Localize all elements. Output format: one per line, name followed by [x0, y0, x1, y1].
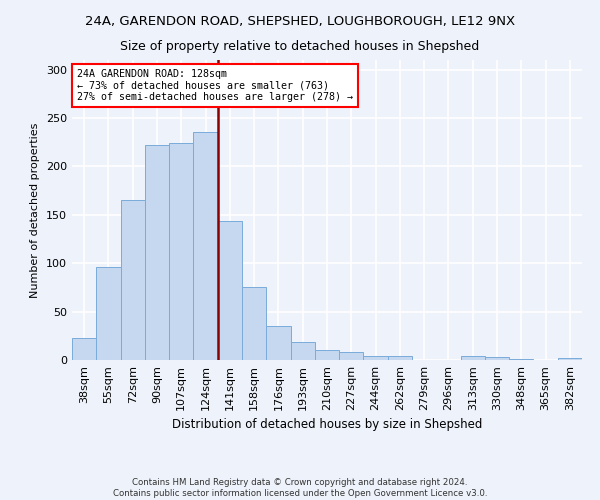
- Bar: [461, 356, 485, 360]
- Text: 24A, GARENDON ROAD, SHEPSHED, LOUGHBOROUGH, LE12 9NX: 24A, GARENDON ROAD, SHEPSHED, LOUGHBOROU…: [85, 15, 515, 28]
- Text: 24A GARENDON ROAD: 128sqm
← 73% of detached houses are smaller (763)
27% of semi: 24A GARENDON ROAD: 128sqm ← 73% of detac…: [77, 69, 353, 102]
- Bar: [266, 326, 290, 360]
- Bar: [121, 200, 145, 360]
- Text: Contains HM Land Registry data © Crown copyright and database right 2024.
Contai: Contains HM Land Registry data © Crown c…: [113, 478, 487, 498]
- X-axis label: Distribution of detached houses by size in Shepshed: Distribution of detached houses by size …: [172, 418, 482, 432]
- Bar: [339, 352, 364, 360]
- Bar: [145, 145, 169, 360]
- Bar: [290, 342, 315, 360]
- Y-axis label: Number of detached properties: Number of detached properties: [31, 122, 40, 298]
- Bar: [315, 350, 339, 360]
- Text: Size of property relative to detached houses in Shepshed: Size of property relative to detached ho…: [121, 40, 479, 53]
- Bar: [96, 267, 121, 360]
- Bar: [485, 357, 509, 360]
- Bar: [72, 338, 96, 360]
- Bar: [218, 220, 242, 360]
- Bar: [242, 288, 266, 360]
- Bar: [558, 358, 582, 360]
- Bar: [364, 356, 388, 360]
- Bar: [388, 356, 412, 360]
- Bar: [193, 132, 218, 360]
- Bar: [169, 143, 193, 360]
- Bar: [509, 359, 533, 360]
